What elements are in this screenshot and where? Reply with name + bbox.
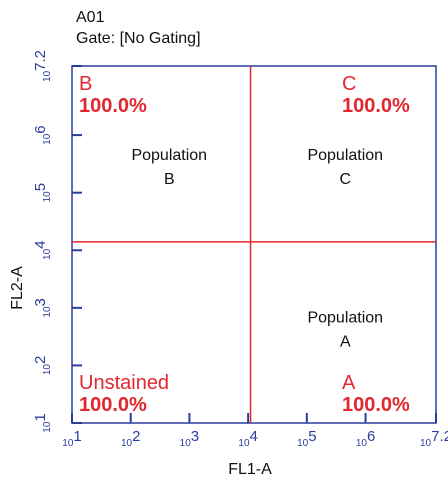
y-tick-base: 10 <box>42 70 53 82</box>
x-tick-label: 103 <box>180 428 199 449</box>
quadrant-name: Unstained <box>79 372 169 394</box>
plot-frame <box>71 65 437 424</box>
quadrant-name: C <box>342 73 356 95</box>
x-tick-power: 6 <box>367 428 375 445</box>
quadrant-name: A <box>342 372 356 394</box>
y-tick-label: 103 <box>32 298 53 317</box>
y-tick-base: 10 <box>42 421 53 433</box>
y-tick-power: 6 <box>32 125 49 133</box>
y-tick-label: 104 <box>32 241 53 260</box>
quadrant-name: B <box>79 73 92 95</box>
x-tick-power: 4 <box>250 428 258 445</box>
quadrant-percent: 100.0% <box>342 95 410 117</box>
chart-subtitle: Gate: [No Gating] <box>76 30 201 47</box>
y-tick-label: 105 <box>32 183 53 202</box>
x-axis-title: FL1-A <box>228 461 272 478</box>
y-tick-base: 10 <box>42 248 53 260</box>
y-tick-label: 107.2 <box>32 50 53 82</box>
x-tick-base: 10 <box>297 438 309 449</box>
chart-title: A01 <box>76 9 105 26</box>
x-tick-power: 2 <box>132 428 140 445</box>
x-tick-base: 10 <box>121 438 133 449</box>
x-tick-power: 3 <box>191 428 199 445</box>
population-label: Population <box>131 147 207 164</box>
population-label: Population <box>307 147 383 164</box>
y-tick-base: 10 <box>42 306 53 318</box>
y-tick-base: 10 <box>42 133 53 145</box>
x-tick-label: 104 <box>238 428 257 449</box>
y-tick-base: 10 <box>42 364 53 376</box>
y-tick-power: 2 <box>32 356 49 364</box>
y-axis-title: FL2-A <box>9 266 26 310</box>
quadrant-percent: 100.0% <box>79 394 147 416</box>
y-tick-base: 10 <box>42 191 53 203</box>
x-tick-label: 102 <box>121 428 140 449</box>
y-tick-label: 101 <box>32 413 53 432</box>
population-label: B <box>164 171 175 188</box>
y-tick-power: 4 <box>32 241 49 249</box>
population-label: Population <box>307 309 383 326</box>
y-tick-power: 1 <box>32 413 49 421</box>
quadrant-percent: 100.0% <box>79 95 147 117</box>
x-tick-power: 1 <box>73 428 81 445</box>
x-tick-label: 106 <box>356 428 375 449</box>
y-tick-label: 106 <box>32 125 53 144</box>
x-tick-base: 10 <box>356 438 368 449</box>
x-tick-power: 5 <box>308 428 316 445</box>
population-label: A <box>340 333 351 350</box>
y-tick-power: 3 <box>32 298 49 306</box>
x-tick-label: 101 <box>62 428 81 449</box>
population-label: C <box>339 171 351 188</box>
x-tick-base: 10 <box>238 438 250 449</box>
x-tick-label: 105 <box>297 428 316 449</box>
x-tick-base: 10 <box>420 438 432 449</box>
x-tick-base: 10 <box>62 438 74 449</box>
quadrant-percent: 100.0% <box>342 394 410 416</box>
x-tick-base: 10 <box>180 438 192 449</box>
x-tick-power: 7.2 <box>431 428 448 445</box>
y-tick-power: 5 <box>32 183 49 191</box>
y-tick-label: 102 <box>32 356 53 375</box>
y-tick-power: 7.2 <box>32 50 49 71</box>
x-tick-label: 107.2 <box>420 428 448 449</box>
